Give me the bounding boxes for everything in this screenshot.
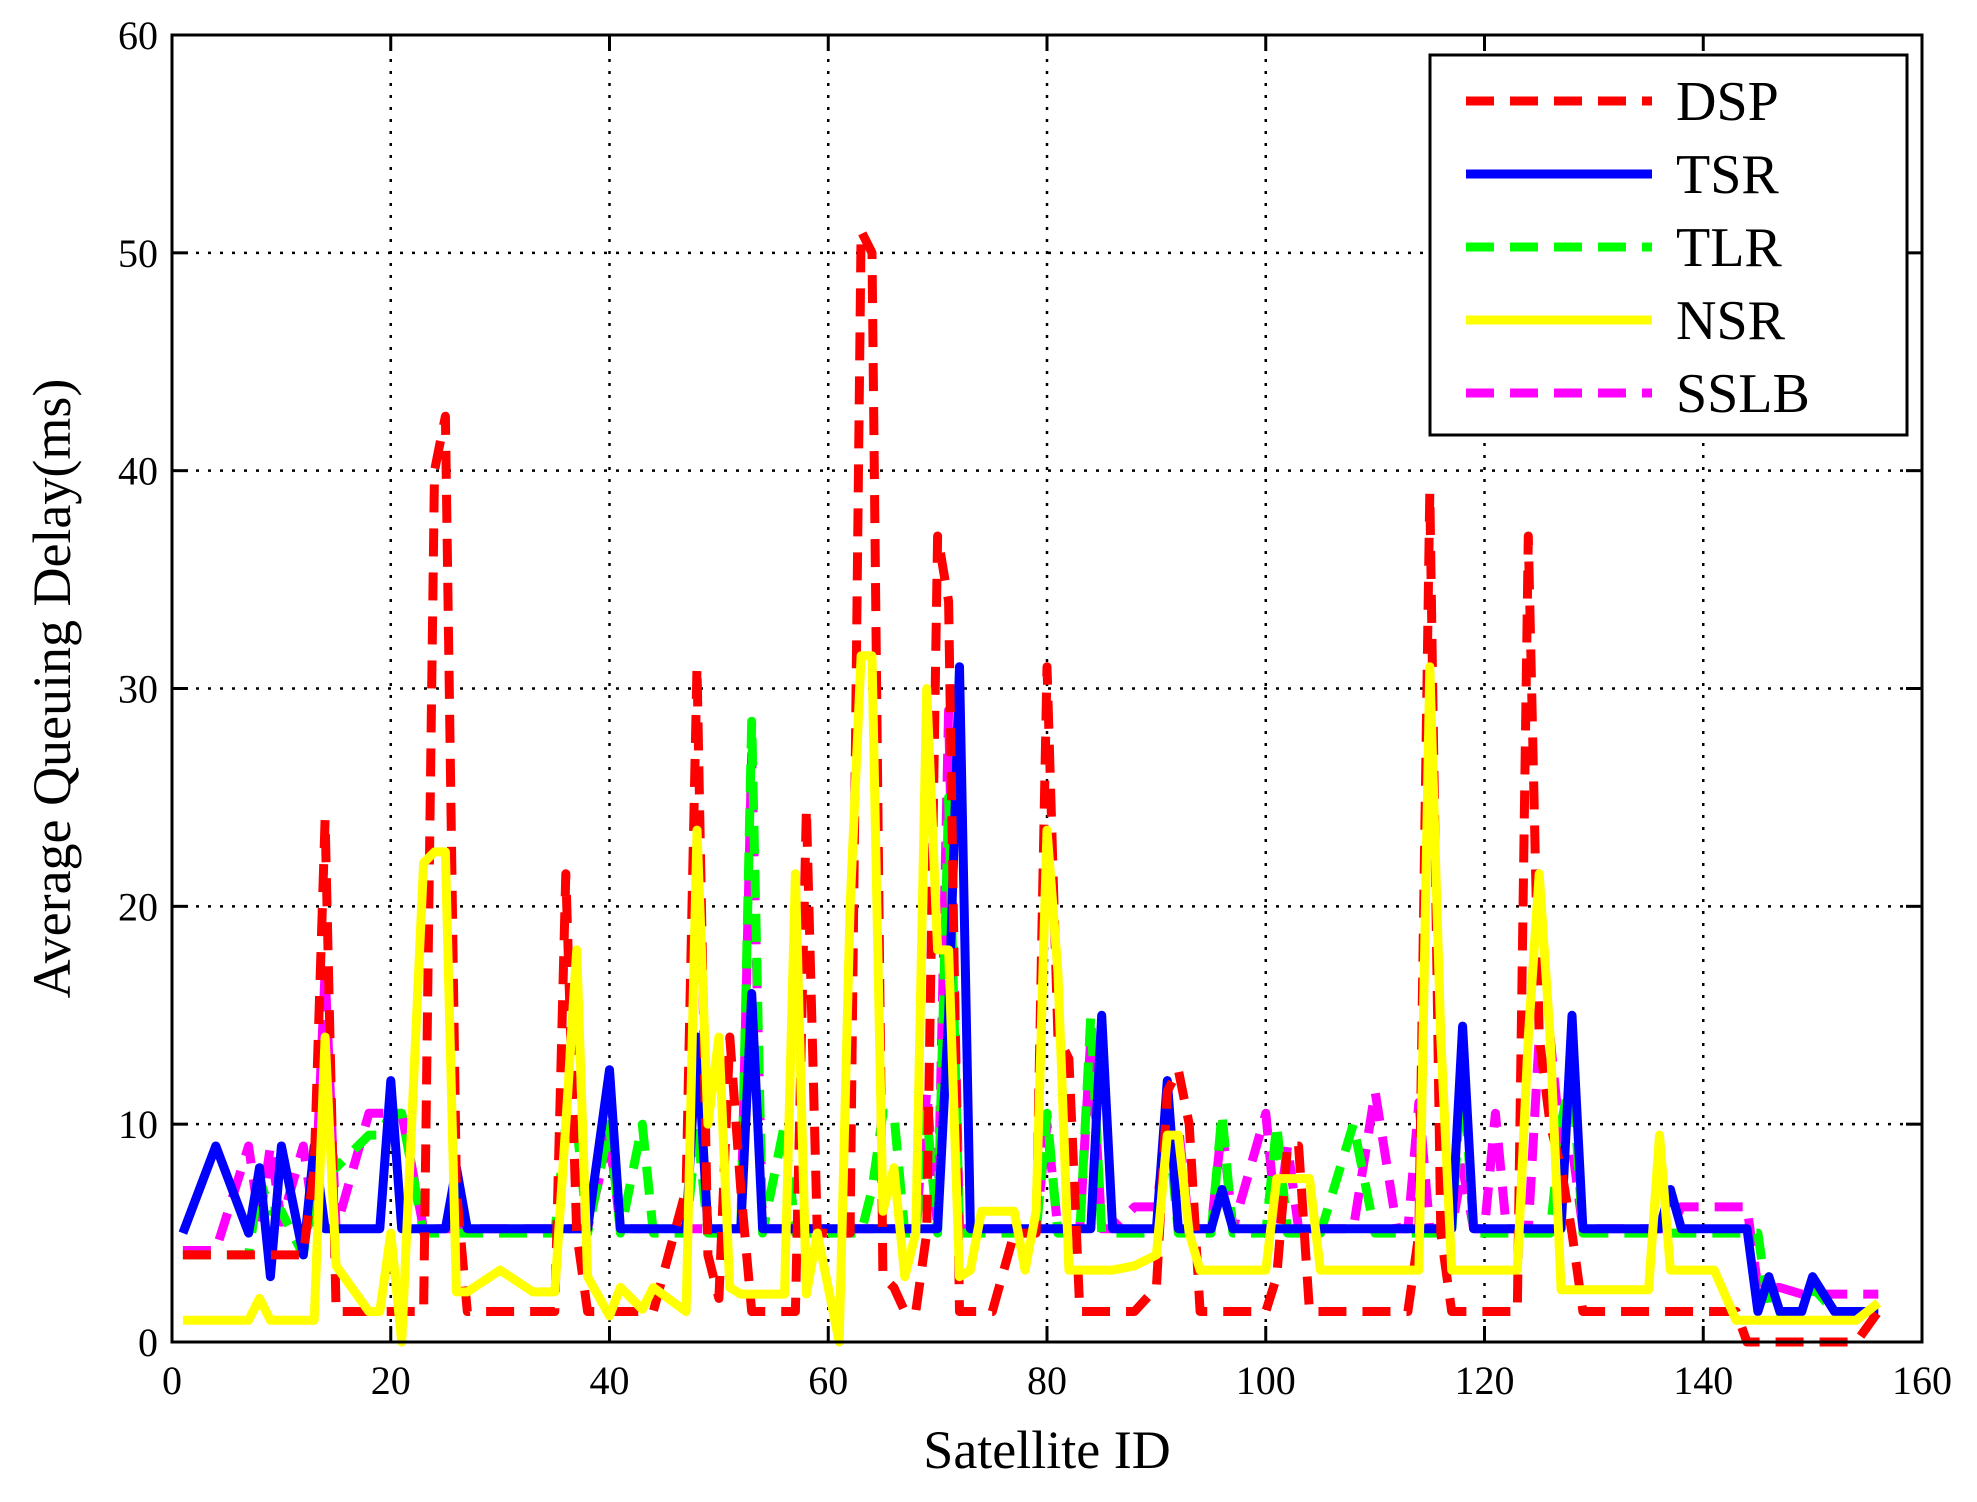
x-tick-label: 160 (1892, 1358, 1952, 1403)
series-line-tsr (178, 662, 1879, 1316)
series-line-nsr (182, 651, 1882, 1347)
legend-box (1428, 53, 1909, 437)
axis-ticks: 0 20 40 60 80 100 120 140 160 0 10 20 30 40 50 60 (118, 13, 1952, 1403)
legend-label-dsp: DSP (1676, 71, 1779, 133)
y-tick-label: 0 (138, 1320, 158, 1365)
x-tick-label: 40 (590, 1358, 630, 1403)
x-tick-label: 120 (1455, 1358, 1515, 1403)
x-tick-label: 100 (1236, 1358, 1296, 1403)
y-tick-label: 50 (118, 231, 158, 276)
legend-label-nsr: NSR (1676, 290, 1786, 352)
legend-label-tlr: TLR (1676, 217, 1782, 279)
legend: DSP TSR TLR NSR SSLB (1428, 53, 1909, 437)
y-axis-title: Average Queuing Delay(ms) (22, 379, 82, 999)
x-axis-title: Satellite ID (923, 1420, 1170, 1480)
legend-label-tsr: TSR (1676, 144, 1779, 206)
y-tick-label: 20 (118, 884, 158, 929)
y-tick-label: 10 (118, 1102, 158, 1147)
x-tick-label: 140 (1673, 1358, 1733, 1403)
x-tick-label: 20 (371, 1358, 411, 1403)
series-lines (178, 226, 1882, 1347)
x-tick-label: 0 (162, 1358, 182, 1403)
x-tick-label: 80 (1027, 1358, 1067, 1403)
y-tick-label: 30 (118, 667, 158, 712)
y-tick-label: 60 (118, 13, 158, 58)
legend-label-sslb: SSLB (1676, 363, 1810, 425)
x-tick-label: 60 (808, 1358, 848, 1403)
series-line-sslb (182, 705, 1879, 1299)
y-tick-label: 40 (118, 449, 158, 494)
